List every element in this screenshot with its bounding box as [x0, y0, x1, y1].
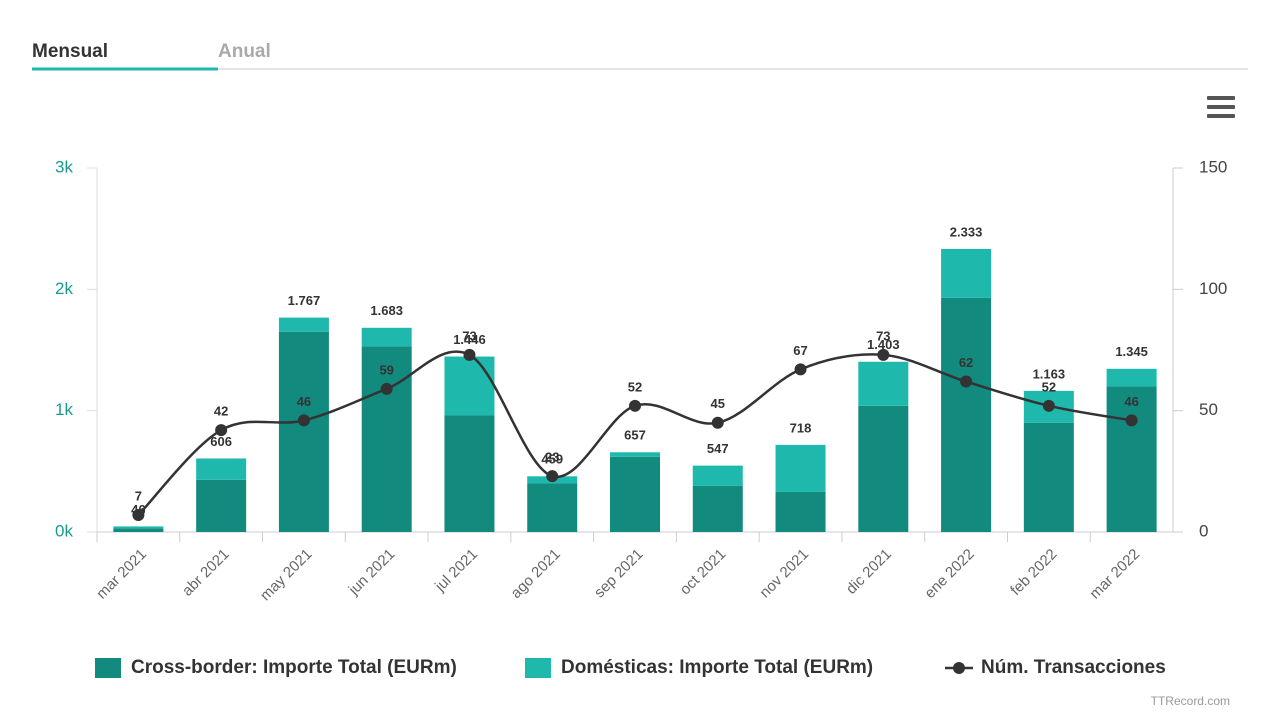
legend-swatch: [95, 658, 121, 678]
bar-segment: [692, 465, 743, 486]
legend-marker: [953, 662, 965, 674]
line-label: 7: [135, 488, 142, 503]
total-label: 547: [707, 441, 729, 456]
bar-segment: [361, 327, 412, 347]
x-tick-label: dic 2021: [843, 546, 895, 598]
x-tick-label: may 2021: [257, 546, 316, 605]
line-marker: [794, 363, 807, 376]
line-label: 23: [545, 450, 559, 465]
bar-segment: [113, 528, 164, 532]
x-tick-label: oct 2021: [677, 546, 730, 599]
line-marker: [132, 509, 145, 522]
total-label: 718: [790, 420, 812, 435]
line-label: 73: [462, 328, 476, 343]
line-label: 46: [297, 394, 311, 409]
y2-tick-label: 0: [1199, 521, 1208, 540]
line-marker: [215, 424, 228, 437]
x-tick-label: mar 2022: [1086, 546, 1143, 603]
bar-segment: [858, 405, 909, 532]
x-tick-label: sep 2021: [591, 546, 647, 602]
y-tick-label: 2k: [55, 279, 73, 298]
x-tick-label: nov 2021: [756, 546, 812, 602]
legend-label: Domésticas: Importe Total (EURm): [561, 657, 873, 678]
x-tick-label: abr 2021: [179, 546, 233, 600]
line-marker: [1042, 399, 1055, 412]
line-marker: [711, 416, 724, 429]
bar-segment: [858, 361, 909, 406]
menu-bar: [1207, 105, 1235, 109]
legend-label: Núm. Transacciones: [981, 657, 1166, 678]
total-label: 1.403: [867, 337, 900, 352]
legend-label: Cross-border: Importe Total (EURm): [131, 657, 457, 678]
total-label: 2.333: [950, 224, 983, 239]
bar-segment: [941, 248, 992, 298]
x-tick-label: jul 2021: [431, 546, 481, 596]
bar-segment: [196, 479, 247, 532]
x-tick-label: ene 2022: [921, 546, 977, 602]
x-tick-label: ago 2021: [508, 546, 564, 602]
bar-segment: [527, 483, 578, 532]
line-label: 46: [1124, 394, 1138, 409]
menu-icon[interactable]: [1207, 96, 1235, 118]
line-marker: [629, 399, 641, 412]
menu-bar: [1207, 96, 1235, 100]
menu-bar: [1207, 114, 1235, 118]
bar-segment: [610, 456, 660, 532]
x-tick-label: mar 2021: [93, 546, 150, 603]
line-label: 52: [628, 379, 642, 394]
total-label: 1.163: [1033, 366, 1066, 381]
bar-segment: [444, 415, 495, 532]
y2-tick-label: 100: [1199, 279, 1227, 298]
line-marker: [1125, 414, 1138, 427]
legend-swatch: [525, 658, 551, 678]
line-marker: [960, 375, 973, 388]
y-tick-label: 3k: [55, 157, 73, 176]
total-label: 1.446: [453, 332, 486, 347]
line-label: 67: [793, 343, 807, 358]
y2-tick-label: 150: [1199, 157, 1227, 176]
x-tick-label: feb 2022: [1007, 546, 1060, 599]
line-label: 59: [379, 362, 393, 377]
total-label: 657: [624, 428, 646, 443]
line-label: 45: [711, 396, 725, 411]
line-marker: [877, 348, 890, 361]
credit: TTRecord.com: [1151, 694, 1230, 708]
total-label: 1.683: [370, 303, 403, 318]
y-tick-label: 0k: [55, 521, 73, 540]
bar-segment: [775, 444, 826, 492]
bar-segment: [941, 297, 992, 532]
bar-segment: [610, 452, 660, 457]
bar-segment: [113, 526, 164, 529]
line-label: 52: [1042, 379, 1056, 394]
y2-tick-label: 50: [1199, 400, 1218, 419]
bar-segment: [196, 458, 247, 480]
y-tick-label: 1k: [55, 400, 73, 419]
line-marker: [463, 348, 476, 361]
bar-segment: [775, 491, 826, 532]
bar-segment: [278, 331, 329, 532]
total-label: 1.767: [288, 293, 321, 308]
total-label: 1.345: [1115, 344, 1148, 359]
total-label: 606: [210, 434, 232, 449]
total-label: 459: [541, 452, 563, 467]
bar-segment: [444, 356, 495, 416]
line-marker: [380, 382, 393, 395]
bar-segment: [361, 346, 412, 532]
line-label: 62: [959, 355, 973, 370]
bar-segment: [1106, 368, 1157, 387]
tab-mensual[interactable]: Mensual: [32, 41, 108, 62]
line-label: 73: [876, 328, 890, 343]
bar-segment: [278, 317, 329, 332]
bar-segment: [692, 485, 743, 532]
bar-segment: [1106, 386, 1157, 532]
line-marker: [546, 470, 559, 483]
line-label: 42: [214, 404, 228, 419]
bar-segment: [1023, 422, 1074, 532]
tab-anual[interactable]: Anual: [218, 41, 271, 62]
x-tick-label: jun 2021: [345, 546, 398, 599]
line-marker: [297, 414, 310, 427]
